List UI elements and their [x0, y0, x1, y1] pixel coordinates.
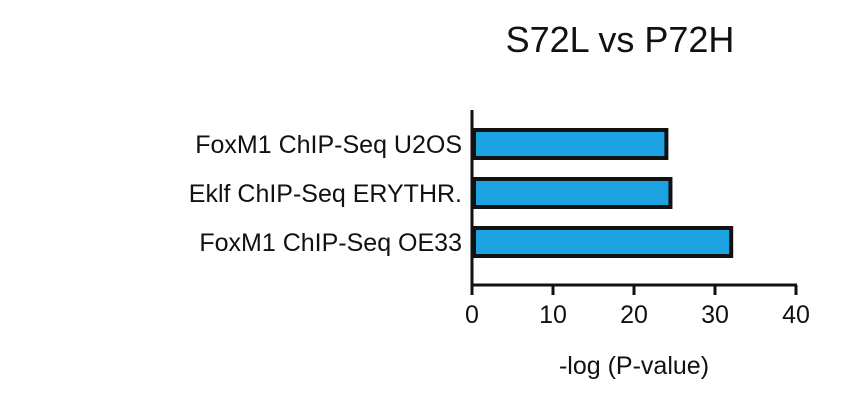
chart-title: S72L vs P72H	[506, 19, 735, 60]
category-label: Eklf ChIP-Seq ERYTHR.	[189, 180, 462, 208]
x-tick-label: 0	[465, 301, 479, 329]
category-label: FoxM1 ChIP-Seq OE33	[199, 229, 462, 257]
bar	[472, 226, 734, 258]
bar	[472, 128, 669, 160]
bar	[472, 177, 673, 209]
category-label: FoxM1 ChIP-Seq U2OS	[195, 131, 462, 159]
x-tick-label: 40	[782, 301, 810, 329]
x-tick-label: 20	[620, 301, 648, 329]
x-tick-label: 10	[539, 301, 567, 329]
x-tick-label: 30	[701, 301, 729, 329]
bars-layer: FoxM1 ChIP-Seq U2OS Eklf ChIP-Seq ERYTHR.…	[189, 128, 734, 258]
x-axis-label: -log (P-value)	[559, 352, 709, 380]
x-axis: 0 10 20 30 40	[465, 110, 810, 329]
